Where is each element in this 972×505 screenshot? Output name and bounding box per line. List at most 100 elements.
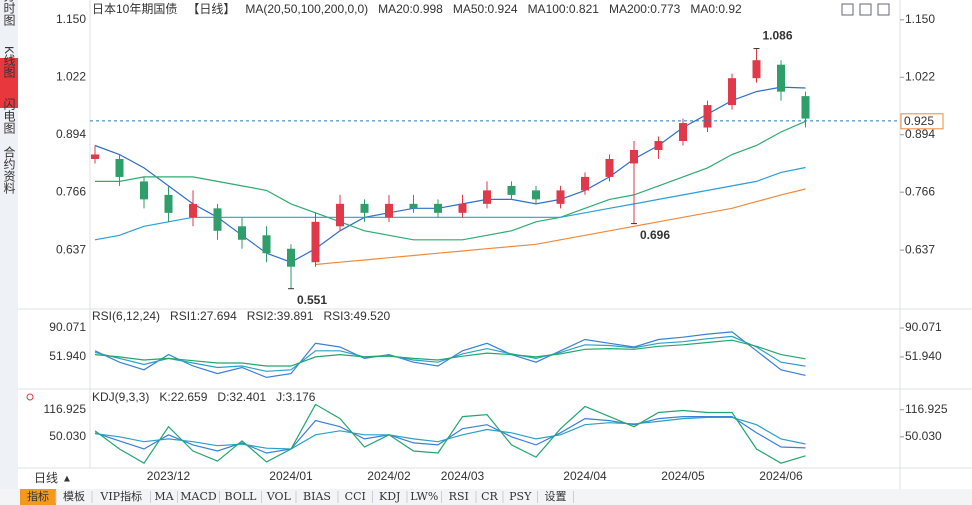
toolbar-icons: [841, 3, 890, 16]
toolbar-item[interactable]: PSY: [509, 490, 532, 503]
candle-body: [483, 190, 491, 204]
x-tick-label: 2024/05: [661, 469, 705, 483]
x-tick-label: 2024/03: [441, 469, 485, 483]
y-tick-label: 0.894: [56, 127, 86, 141]
candle-body: [434, 203, 442, 213]
candle-body: [752, 60, 761, 79]
candle-body: [409, 203, 418, 209]
candle-body: [507, 185, 516, 195]
tab-active-bg: [0, 58, 18, 108]
y-tick-label-right: 90.071: [905, 320, 942, 334]
legend-entry: K:22.659: [159, 390, 207, 404]
toolbar-item[interactable]: VOL: [266, 490, 292, 503]
legend-entry: RSI2:39.891: [247, 309, 314, 323]
last-price-box: [900, 113, 944, 130]
indicator-line: [94, 86, 806, 263]
candle-body: [581, 176, 589, 191]
x-tick-label: 2024/06: [759, 469, 803, 483]
legend-entry: D:32.401: [217, 390, 266, 404]
y-tick-label: 51.940: [49, 349, 86, 363]
legend-entry: 【日线】: [187, 2, 235, 16]
toolbar-item[interactable]: CCI: [345, 490, 366, 503]
toolbar-item[interactable]: CR: [481, 490, 498, 503]
toolbar-item[interactable]: BIAS: [303, 490, 331, 503]
legend-entry: RSI1:27.694: [170, 309, 237, 323]
candle-body: [777, 64, 785, 92]
candle-body: [679, 123, 687, 142]
legend-entry: MA100:0.821: [528, 2, 600, 16]
last-price-label: 0.925: [904, 114, 934, 128]
candle-body: [703, 105, 712, 128]
candle-body: [262, 235, 271, 254]
candle-body: [605, 158, 614, 177]
y-tick-label: 1.150: [56, 12, 86, 26]
y-tick-label-right: 51.940: [905, 349, 942, 363]
candle-body: [115, 158, 124, 177]
legend-entry: KDJ(9,3,3): [92, 390, 149, 404]
candle-body: [532, 190, 540, 200]
y-tick-label: 0.637: [56, 242, 86, 256]
extreme-label: 0.551: [297, 293, 327, 307]
candle-body: [630, 149, 638, 164]
y-tick-label: 1.022: [56, 69, 86, 83]
x-tick-label: 2024/02: [367, 469, 411, 483]
toolbar-item[interactable]: RSI: [449, 490, 469, 503]
candle-body: [385, 203, 393, 218]
candle-body: [801, 96, 810, 119]
toolbar-item[interactable]: LW%: [410, 490, 438, 503]
indicator-line: [95, 120, 806, 241]
toolbar-item[interactable]: VIP指标: [99, 489, 142, 503]
toolbar-item[interactable]: 模板: [63, 489, 85, 503]
legend-entry: MA0:0.92: [690, 2, 742, 16]
sidebar-tab[interactable]: K线图: [2, 46, 16, 78]
y-tick-label-right: 116.925: [905, 402, 948, 416]
legend-entry: RSI(6,12,24): [92, 309, 160, 323]
settings-icon[interactable]: [26, 393, 34, 401]
candle-body: [458, 203, 467, 213]
extreme-label: 1.086: [763, 29, 793, 43]
candle-body: [91, 154, 99, 159]
toolbar-item[interactable]: MACD: [180, 490, 217, 503]
sidebar-tab[interactable]: 分时图: [2, 0, 16, 26]
candle-body: [140, 181, 148, 200]
candle-body: [213, 208, 222, 231]
y-tick-label-right: 0.766: [905, 184, 935, 198]
candle-body: [189, 203, 197, 218]
toolbar-item[interactable]: 指标: [27, 489, 49, 503]
y-tick-label-right: 0.894: [905, 127, 935, 141]
y-tick-label-right: 1.150: [905, 12, 935, 26]
indicator-line: [315, 188, 806, 266]
toolbar-active-bg: [20, 489, 56, 505]
candle-body: [164, 194, 173, 213]
candle-body: [654, 141, 663, 150]
candle-body: [336, 203, 344, 227]
sidebar-tab[interactable]: 闪电图: [2, 98, 16, 134]
candle-body: [556, 190, 565, 204]
y-tick-label-right: 1.022: [905, 69, 935, 83]
legend-entry: MA20:0.998: [378, 2, 443, 16]
period-button[interactable]: 日线: [34, 471, 58, 485]
y-tick-label: 0.766: [56, 184, 86, 198]
candle-body: [360, 203, 369, 213]
period-arrow[interactable]: ▲: [62, 474, 72, 485]
y-tick-label-right: 50.030: [905, 429, 942, 443]
legend-entry: 日本10年期国债: [92, 2, 177, 16]
legend-entry: MA200:0.773: [609, 2, 681, 16]
x-tick-label: 2024/04: [563, 469, 607, 483]
toolbar-item[interactable]: 设置: [545, 490, 567, 503]
y-tick-label: 50.030: [49, 429, 86, 443]
toolbar-item[interactable]: MA: [154, 490, 174, 503]
toolbar-item[interactable]: BOLL: [225, 490, 258, 503]
extreme-label: 0.696: [640, 228, 670, 242]
sidebar: [0, 0, 18, 489]
sidebar-tab[interactable]: 合约资料: [2, 145, 16, 194]
candle-body: [311, 221, 320, 263]
x-tick-label: 2024/01: [269, 469, 313, 483]
legend-entry: MA50:0.924: [453, 2, 518, 16]
candle-body: [728, 78, 736, 106]
candle-body: [287, 248, 295, 267]
legend-entry: RSI3:49.520: [323, 309, 390, 323]
legend-entry: J:3.176: [276, 390, 316, 404]
indicator-line: [94, 416, 806, 454]
toolbar-item[interactable]: KDJ: [379, 490, 400, 503]
